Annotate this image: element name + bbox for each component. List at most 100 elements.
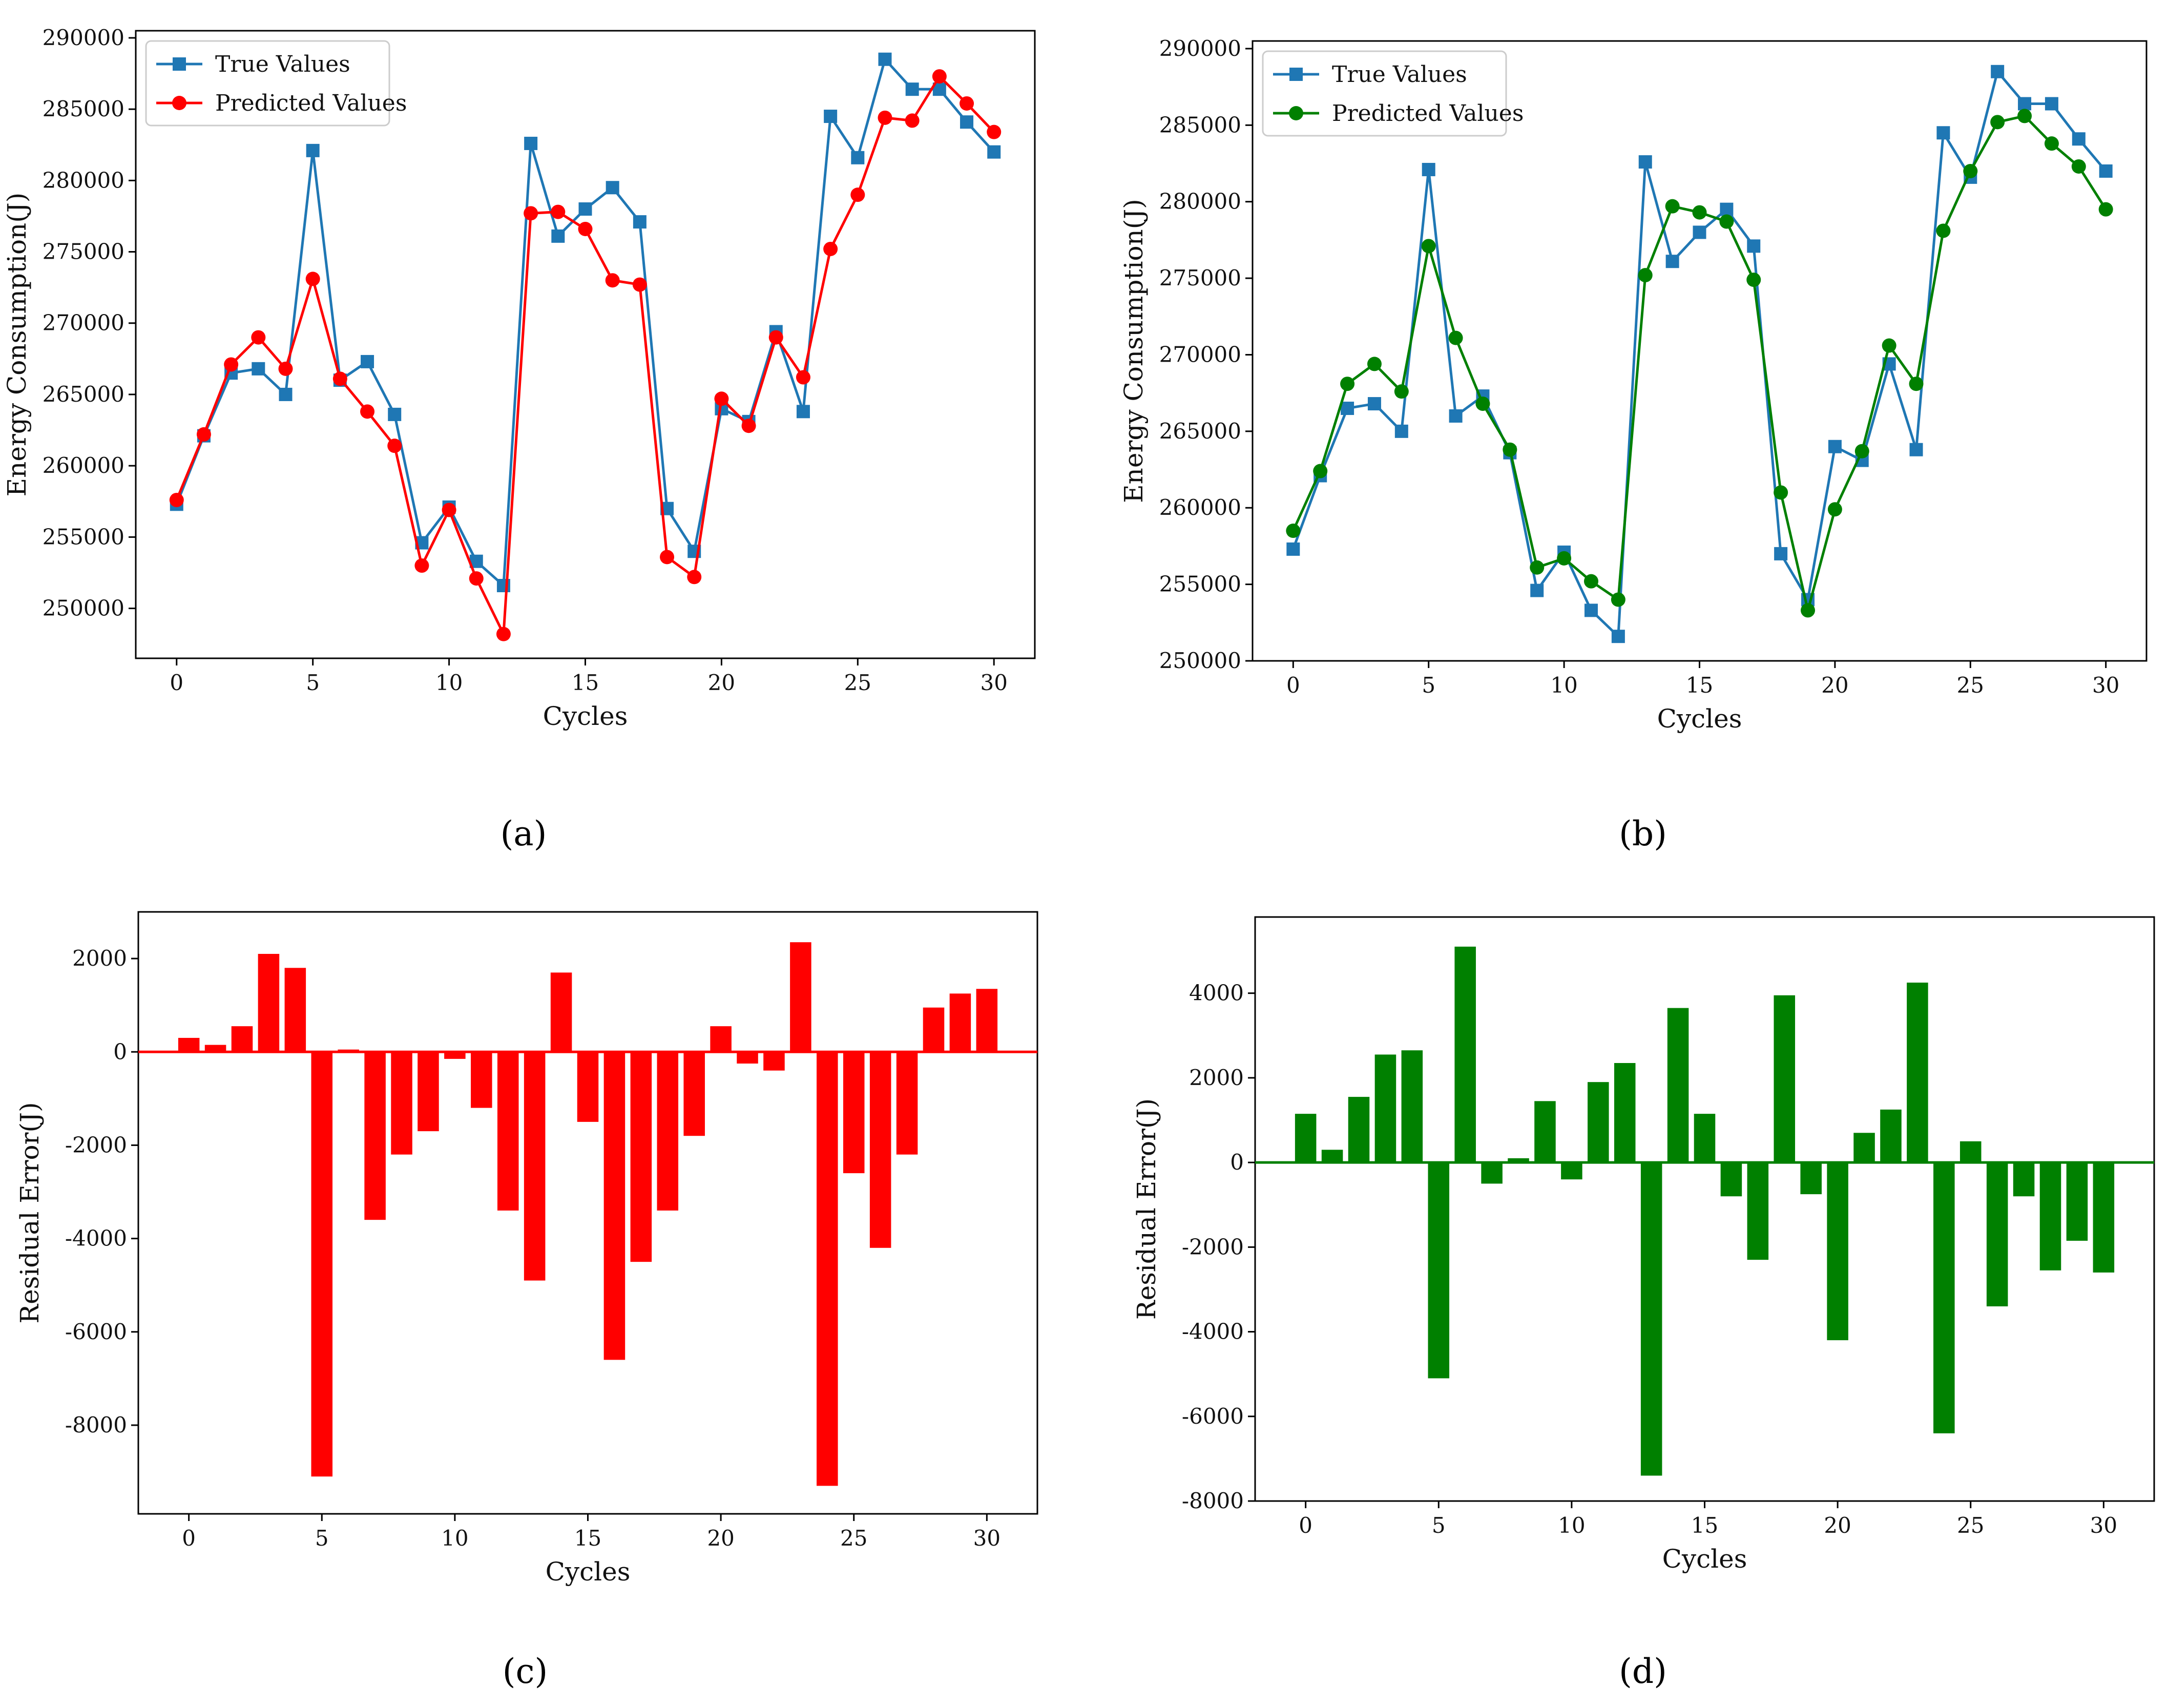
true-value-point — [1665, 255, 1679, 268]
legend-circle-marker — [172, 96, 186, 110]
predicted-value-point — [278, 361, 293, 376]
predicted-value-point — [605, 273, 620, 288]
residual-bar — [1907, 983, 1928, 1163]
predicted-value-point — [578, 221, 593, 236]
residual-bar — [1428, 1162, 1450, 1379]
true-value-point — [1828, 440, 1842, 453]
x-tick-label: 0 — [182, 1526, 196, 1551]
true-value-point — [1720, 202, 1734, 216]
true-value-point — [279, 387, 293, 401]
x-tick-label: 20 — [1824, 1513, 1851, 1538]
residual-bar — [923, 1007, 945, 1052]
true-value-point — [824, 110, 838, 123]
y-tick-label: 265000 — [43, 382, 124, 407]
predicted-value-point — [660, 550, 675, 565]
predicted-value-point — [1583, 574, 1598, 589]
predicted-value-point — [2044, 136, 2059, 151]
predicted-value-point — [632, 277, 647, 292]
true-value-point — [1991, 65, 2005, 78]
predicted-value-point — [1475, 397, 1490, 411]
y-tick-label: 270000 — [1159, 342, 1241, 367]
predicted-value-point — [196, 427, 211, 442]
predicted-value-point — [1746, 273, 1761, 287]
y-tick-label: 0 — [1230, 1150, 1244, 1175]
true-value-point — [606, 181, 619, 195]
x-tick-label: 25 — [1957, 1513, 1984, 1538]
legend-label: Predicted Values — [215, 90, 407, 116]
y-tick-label: -6000 — [65, 1319, 127, 1344]
x-tick-label: 10 — [1550, 673, 1577, 698]
predicted-value-point — [768, 330, 783, 345]
true-value-point — [524, 136, 538, 150]
y-axis-label: Residual Error(J) — [15, 1102, 45, 1323]
predicted-value-point — [1692, 205, 1707, 220]
y-tick-label: -6000 — [1182, 1404, 1244, 1429]
true-value-point — [851, 151, 865, 164]
residual-bar — [1880, 1109, 1902, 1163]
residual-bar — [284, 968, 306, 1052]
predicted-value-point — [1611, 592, 1625, 607]
x-tick-label: 20 — [1821, 673, 1848, 698]
y-tick-label: 2000 — [72, 946, 127, 971]
predicted-value-point — [1530, 560, 1545, 575]
true-value-point — [2099, 164, 2113, 178]
predicted-value-point — [251, 330, 266, 345]
predicted-value-point — [796, 370, 810, 385]
y-tick-label: 285000 — [43, 96, 124, 121]
true-value-point — [1530, 584, 1544, 597]
residual-bar — [1640, 1162, 1662, 1476]
x-tick-label: 0 — [170, 670, 183, 695]
residual-bar — [1694, 1114, 1716, 1163]
residual-bar — [550, 972, 572, 1052]
predicted-value-point — [687, 570, 702, 585]
x-axis-label: Cycles — [546, 1557, 631, 1587]
true-value-point — [551, 229, 565, 243]
true-value-point — [1693, 225, 1706, 239]
residual-bar — [896, 1052, 918, 1155]
residual-bar — [204, 1045, 226, 1052]
predicted-value-point — [1774, 485, 1788, 500]
x-tick-label: 10 — [441, 1526, 468, 1551]
predicted-value-point — [823, 241, 838, 256]
x-tick-label: 30 — [2090, 1513, 2117, 1538]
predicted-value-point — [2071, 159, 2086, 174]
residual-bar — [763, 1052, 785, 1071]
residual-bar — [603, 1052, 626, 1360]
residual-bar — [630, 1052, 652, 1262]
residual-bar — [976, 989, 998, 1052]
legend: True Values Predicted Values — [145, 40, 407, 127]
residual-bar — [1295, 1114, 1317, 1163]
true-value-point — [987, 145, 1001, 159]
predicted-value-point — [960, 96, 974, 111]
predicted-value-point — [1801, 603, 1816, 618]
residual-bar — [1588, 1082, 1609, 1163]
residual-bar — [1561, 1162, 1582, 1180]
legend-circle-marker — [1289, 106, 1303, 120]
residual-bar — [1933, 1162, 1955, 1433]
x-tick-label: 0 — [1286, 673, 1300, 698]
true-value-point — [1638, 155, 1652, 169]
true-value-point — [2045, 97, 2058, 111]
true-value-point — [878, 52, 892, 66]
true-value-point — [796, 405, 810, 419]
x-tick-label: 15 — [1691, 1513, 1718, 1538]
caption-d: (d) — [1619, 1652, 1667, 1691]
predicted-value-point — [442, 503, 456, 517]
y-tick-label: -4000 — [1182, 1319, 1244, 1344]
residual-bar — [1321, 1150, 1343, 1163]
residual-bar — [2039, 1162, 2061, 1270]
chart-c: 0 5 10 15 20 25 30 -8000 -6000 -4000 -2000 0 2000 Cyc… — [15, 911, 1038, 1587]
predicted-value-point — [332, 371, 347, 386]
predicted-value-point — [1936, 223, 1951, 238]
predicted-value-point — [1909, 377, 1924, 391]
predicted-value-point — [387, 439, 402, 453]
legend-label: True Values — [215, 51, 350, 77]
residual-bar — [737, 1052, 758, 1064]
chart-b: 0 5 10 15 20 25 30 250000 255000 260000 265000 2700… — [1119, 36, 2148, 734]
predicted-value-point — [1854, 444, 1869, 459]
true-value-point — [1367, 397, 1381, 411]
x-tick-label: 5 — [315, 1526, 329, 1551]
predicted-value-point — [1827, 502, 1842, 517]
y-tick-label: 255000 — [43, 524, 124, 549]
y-tick-label: -2000 — [65, 1132, 127, 1157]
